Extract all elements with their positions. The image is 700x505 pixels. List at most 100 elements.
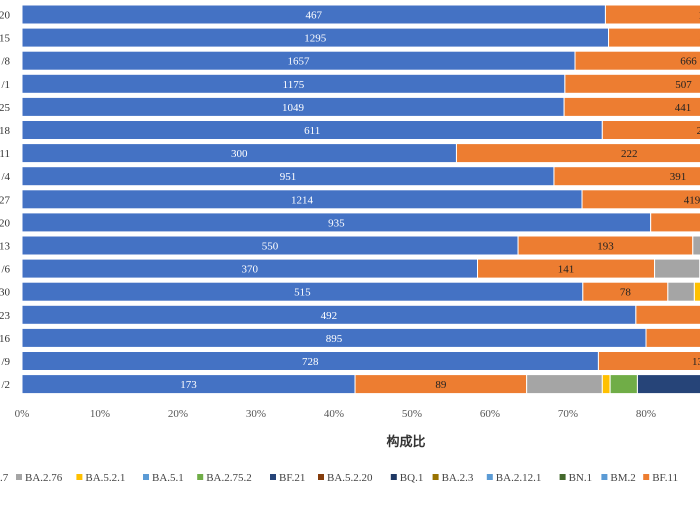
legend-item: BM.2 (610, 472, 635, 484)
x-tick-label: 0% (15, 408, 30, 420)
legend-item: BN.1 (569, 472, 593, 484)
data-label: 193 (597, 241, 614, 253)
bar-segment-orange (456, 144, 700, 163)
legend-item: BA.5.2.20 (327, 472, 373, 484)
legend-item: BA.2.75.2 (206, 472, 252, 484)
data-label: 492 (321, 310, 338, 322)
x-tick-label: 10% (90, 408, 110, 420)
x-tick-label: 40% (324, 408, 344, 420)
data-label: 370 (242, 264, 259, 276)
data-label: 467 (305, 10, 322, 22)
row-label: /8 (1, 56, 10, 68)
bar-segment-gray (668, 282, 695, 301)
bar-segment-yellow (694, 282, 700, 301)
row-label: /9 (1, 356, 10, 368)
bar-segment-orange (636, 305, 700, 324)
row-label: /1 (1, 79, 10, 91)
data-label: 728 (302, 356, 319, 368)
data-label: 20 (697, 125, 700, 137)
bar-segment-orange (602, 121, 700, 140)
legend-swatch (643, 474, 649, 480)
data-label: 78 (620, 287, 632, 299)
data-label: 895 (326, 333, 343, 345)
bar-segment-orange (646, 328, 700, 347)
x-tick-label: 70% (558, 408, 578, 420)
row-label: 30 (0, 287, 11, 299)
data-label: 419 (684, 194, 700, 206)
bar-segment-gray (693, 236, 700, 255)
row-label: 23 (0, 310, 11, 322)
data-label: 1214 (291, 194, 314, 206)
bar-segment-orange (609, 28, 700, 47)
row-label: 16 (0, 333, 11, 345)
row-label: /4 (1, 171, 10, 183)
data-label: 1049 (282, 102, 305, 114)
data-label: 222 (621, 148, 638, 160)
row-label: /6 (1, 264, 10, 276)
data-label: 1657 (288, 56, 311, 68)
legend-item: BA.5.1 (152, 472, 184, 484)
bar-segment-green (610, 375, 637, 394)
legend-swatch (487, 474, 493, 480)
legend-swatch (318, 474, 324, 480)
data-label: 550 (262, 241, 279, 253)
data-label: 300 (231, 148, 248, 160)
data-label: 173 (180, 379, 197, 391)
row-label: /2 (1, 379, 10, 391)
legend-prefix: .7 (0, 472, 9, 484)
legend-swatch (197, 474, 203, 480)
bar-segment-orange (598, 352, 700, 371)
bar-segment-gray (655, 259, 700, 278)
bar-segment-orange (651, 213, 700, 232)
data-label: 611 (304, 125, 320, 137)
data-label: 1175 (283, 79, 305, 91)
row-label: 20 (0, 10, 11, 22)
legend-item: BA.5.2.1 (85, 472, 125, 484)
x-axis-title: 构成比 (386, 434, 425, 449)
data-label: 391 (670, 171, 687, 183)
bar-segment-orange (605, 5, 700, 24)
data-label: 1295 (304, 33, 327, 45)
data-label: 89 (435, 379, 447, 391)
bar-segment-gray (527, 375, 603, 394)
row-label: 25 (0, 102, 11, 114)
legend-swatch (16, 474, 22, 480)
legend-swatch (391, 474, 397, 480)
x-tick-label: 20% (168, 408, 188, 420)
legend-item: BF.11 (652, 472, 678, 484)
data-label: 141 (558, 264, 575, 276)
x-tick-label: 50% (402, 408, 422, 420)
x-tick-label: 60% (480, 408, 500, 420)
legend-swatch (601, 474, 607, 480)
bar-segment-orange (582, 190, 700, 209)
data-label: 666 (680, 56, 697, 68)
legend-swatch (270, 474, 276, 480)
legend-swatch (560, 474, 566, 480)
bar-segment-navy (637, 375, 700, 394)
legend-item: BQ.1 (400, 472, 424, 484)
x-tick-label: 30% (246, 408, 266, 420)
row-label: 11 (0, 148, 10, 160)
row-label: 27 (0, 194, 11, 206)
legend-item: BA.2.3 (442, 472, 474, 484)
data-label: 134 (692, 356, 700, 368)
data-label: 935 (328, 217, 345, 229)
legend-swatch (433, 474, 439, 480)
x-tick-label: 80% (636, 408, 656, 420)
row-label: 20 (0, 217, 11, 229)
legend-item: BF.21 (279, 472, 305, 484)
data-label: 951 (280, 171, 297, 183)
legend-item: BA.2.12.1 (496, 472, 542, 484)
legend-swatch (76, 474, 82, 480)
data-label: 515 (294, 287, 311, 299)
row-label: 18 (0, 125, 11, 137)
data-label: 507 (675, 79, 692, 91)
legend-item: BA.2.76 (25, 472, 63, 484)
row-label: 15 (0, 33, 11, 45)
bar-segment-yellow (602, 375, 610, 394)
data-label: 441 (675, 102, 692, 114)
legend-swatch (143, 474, 149, 480)
row-label: 13 (0, 241, 11, 253)
